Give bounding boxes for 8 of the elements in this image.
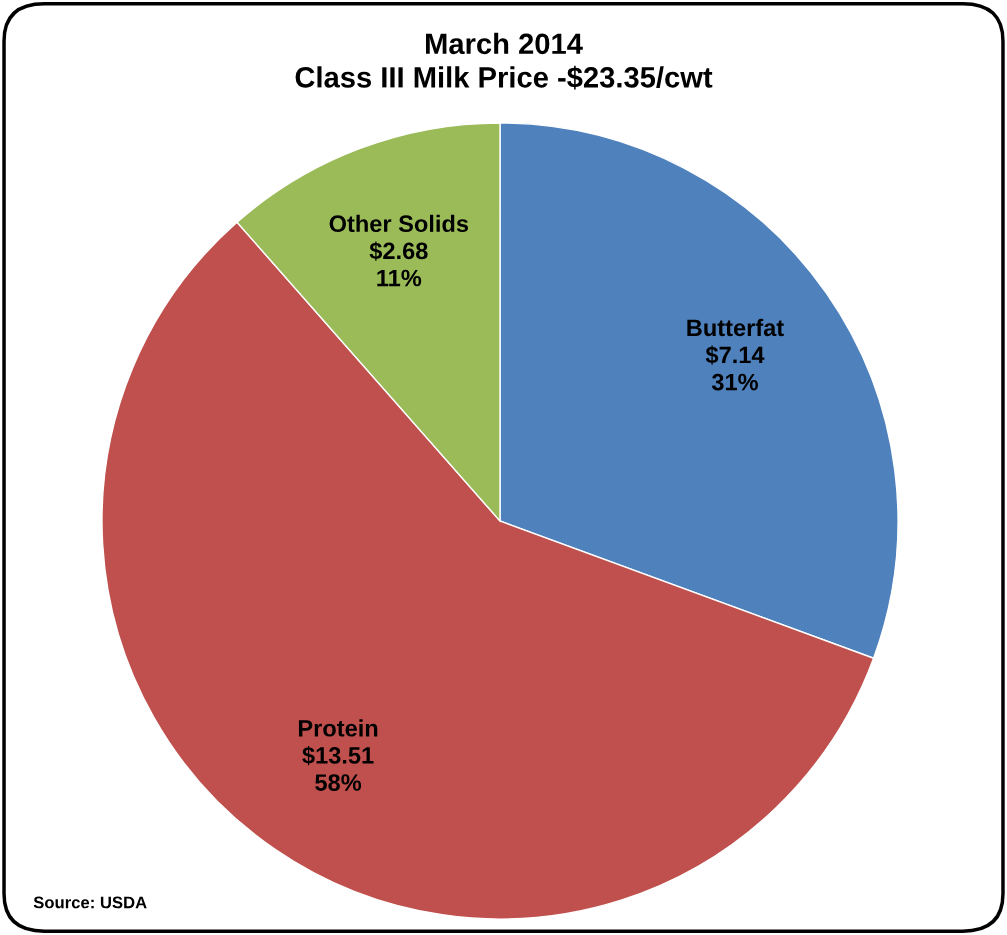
slice-label: Butterfat <box>687 318 784 337</box>
slice-label: Protein <box>298 719 378 737</box>
data-label: $2.68 11% <box>369 241 428 287</box>
chart-title: March 2014 Class III Milk Price -$23.35/cwt <box>295 32 713 90</box>
source-note: Source: USDA <box>33 896 147 909</box>
data-label: $13.51 58% <box>302 746 374 791</box>
slice-label: Other Solids <box>329 214 469 233</box>
data-label: $7.14 31% <box>705 345 765 391</box>
